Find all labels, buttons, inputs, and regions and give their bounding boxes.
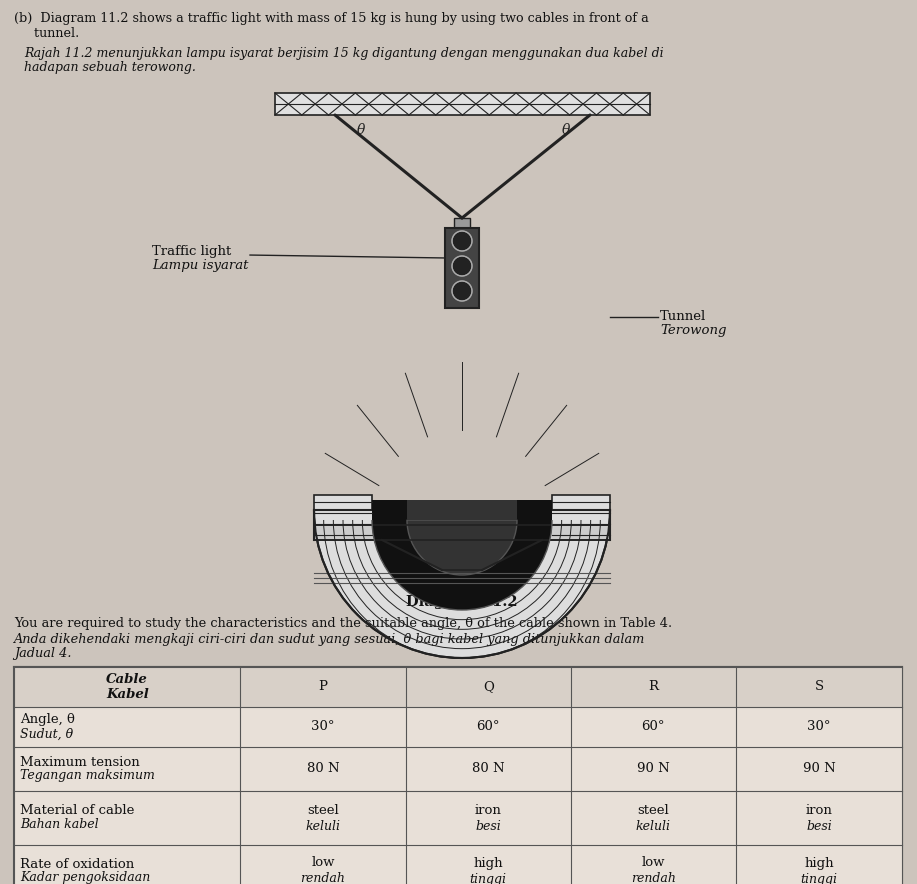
Text: low: low — [311, 857, 335, 870]
Text: keluli: keluli — [635, 819, 671, 833]
Text: Jadual 4.: Jadual 4. — [14, 647, 72, 660]
Bar — [445, 228, 479, 308]
Text: P: P — [318, 681, 327, 694]
Text: low: low — [642, 857, 665, 870]
Text: S: S — [814, 681, 823, 694]
Bar — [552, 495, 610, 540]
Text: 90 N: 90 N — [802, 763, 835, 775]
Text: iron: iron — [805, 804, 833, 817]
Wedge shape — [372, 520, 552, 610]
Text: Rate of oxidation: Rate of oxidation — [20, 857, 134, 871]
Bar — [14, 667, 902, 707]
Text: Diagram 11.2: Diagram 11.2 — [406, 595, 518, 609]
Text: θ: θ — [561, 123, 570, 137]
Bar — [14, 707, 902, 747]
Text: 80 N: 80 N — [306, 763, 339, 775]
Wedge shape — [372, 520, 552, 610]
Text: besi: besi — [806, 819, 832, 833]
Text: Cable
Kabel: Cable Kabel — [105, 673, 149, 701]
Text: tunnel.: tunnel. — [14, 27, 79, 40]
Text: Terowong: Terowong — [660, 324, 726, 337]
Bar — [372, 500, 552, 525]
Text: Anda dikehendaki mengkaji ciri-ciri dan sudut yang sesuai, θ bagi kabel yang dit: Anda dikehendaki mengkaji ciri-ciri dan … — [14, 633, 646, 646]
Text: Kadar pengoksidaan: Kadar pengoksidaan — [20, 872, 150, 884]
Text: Material of cable: Material of cable — [20, 804, 135, 818]
Text: Tegangan maksimum: Tegangan maksimum — [20, 769, 155, 782]
Text: θ: θ — [357, 123, 365, 137]
Text: rendah: rendah — [631, 873, 676, 884]
Text: high: high — [804, 857, 834, 870]
Text: keluli: keluli — [305, 819, 340, 833]
Bar — [314, 525, 610, 540]
Bar — [14, 845, 902, 884]
Text: 60°: 60° — [477, 720, 500, 734]
Bar — [14, 747, 902, 791]
Bar — [14, 667, 902, 884]
Text: 80 N: 80 N — [472, 763, 504, 775]
Text: besi: besi — [475, 819, 501, 833]
Text: Sudut, θ: Sudut, θ — [20, 728, 73, 741]
Bar — [454, 218, 470, 228]
Text: Traffic light: Traffic light — [152, 245, 231, 258]
Circle shape — [452, 281, 472, 301]
Bar — [314, 495, 372, 540]
Text: steel: steel — [307, 804, 339, 817]
Bar — [14, 791, 902, 845]
Circle shape — [452, 256, 472, 276]
Text: steel: steel — [637, 804, 669, 817]
Text: Maximum tension: Maximum tension — [20, 756, 139, 768]
Text: Angle, θ: Angle, θ — [20, 713, 75, 727]
Text: Bahan kabel: Bahan kabel — [20, 819, 99, 832]
Text: 30°: 30° — [311, 720, 335, 734]
Circle shape — [452, 231, 472, 251]
Wedge shape — [314, 510, 610, 658]
Text: Rajah 11.2 menunjukkan lampu isyarat berjisim 15 kg digantung dengan menggunakan: Rajah 11.2 menunjukkan lampu isyarat ber… — [24, 47, 664, 60]
Text: Lampu isyarat: Lampu isyarat — [152, 259, 249, 272]
Text: You are required to study the characteristics and the suitable angle, θ of the c: You are required to study the characteri… — [14, 617, 672, 630]
Text: iron: iron — [475, 804, 502, 817]
Text: 90 N: 90 N — [637, 763, 669, 775]
Text: hadapan sebuah terowong.: hadapan sebuah terowong. — [24, 61, 196, 74]
Text: 30°: 30° — [807, 720, 831, 734]
Bar — [275, 93, 650, 115]
Wedge shape — [407, 520, 517, 575]
Text: high: high — [473, 857, 503, 870]
Text: R: R — [648, 681, 658, 694]
Text: (b)  Diagram 11.2 shows a traffic light with mass of 15 kg is hung by using two : (b) Diagram 11.2 shows a traffic light w… — [14, 12, 648, 25]
Text: Q: Q — [482, 681, 493, 694]
Text: Tunnel: Tunnel — [660, 310, 706, 323]
Text: tinggi: tinggi — [801, 873, 837, 884]
Text: rendah: rendah — [301, 873, 346, 884]
Bar — [407, 500, 517, 520]
Text: 60°: 60° — [642, 720, 665, 734]
Text: tinggi: tinggi — [470, 873, 507, 884]
